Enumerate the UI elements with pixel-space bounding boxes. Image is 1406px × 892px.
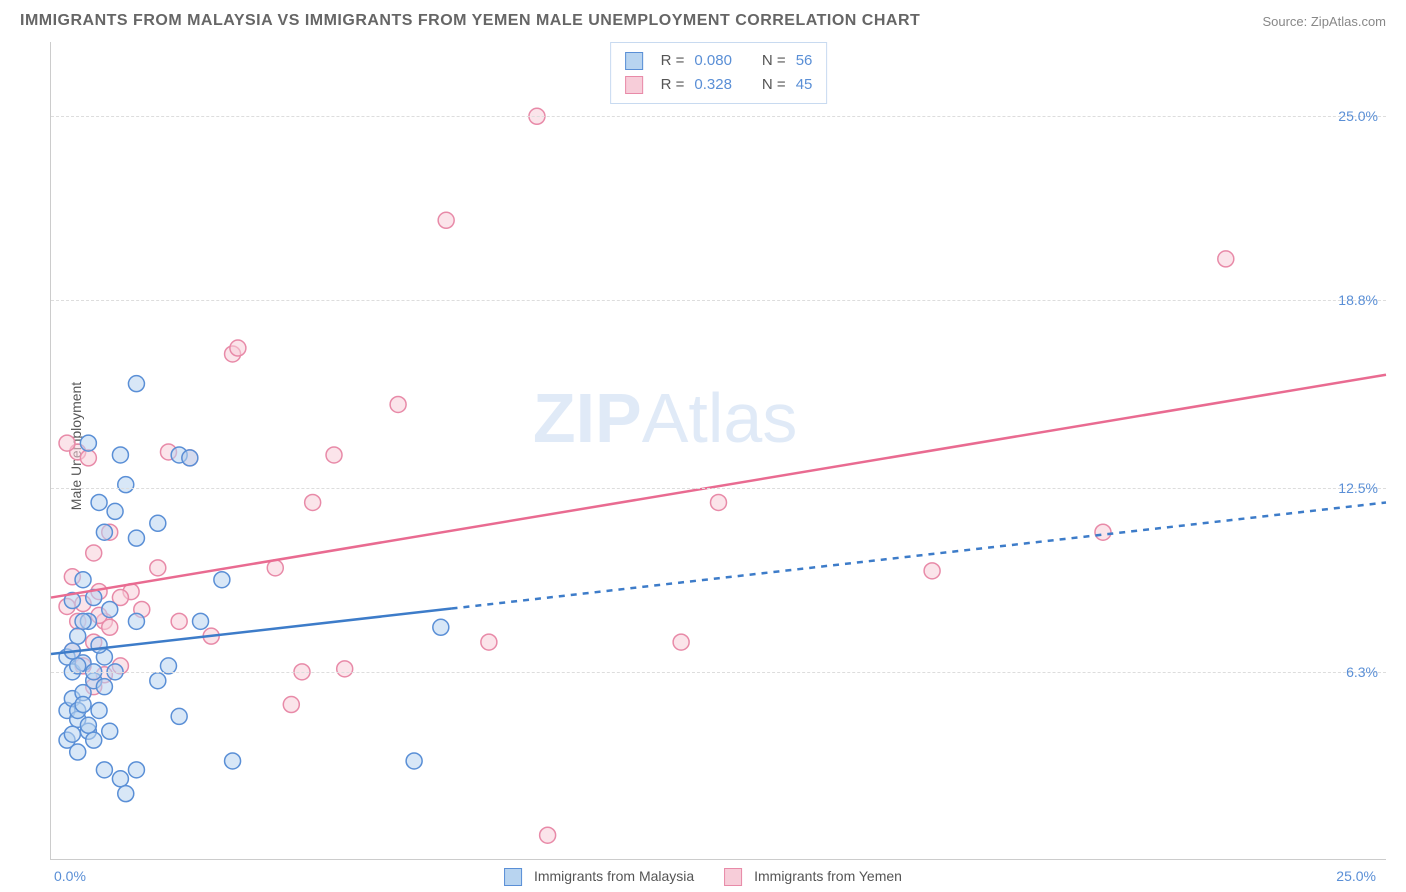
gridline [51, 488, 1386, 489]
y-tick-label: 18.8% [1338, 292, 1378, 308]
series-legend: Immigrants from Malaysia Immigrants from… [504, 868, 902, 886]
stats-legend-row-yemen: R = 0.328 N = 45 [625, 73, 813, 97]
stats-legend-row-malaysia: R = 0.080 N = 56 [625, 49, 813, 73]
y-tick-label: 12.5% [1338, 480, 1378, 496]
swatch-malaysia [625, 52, 643, 70]
gridline [51, 672, 1386, 673]
y-tick-label: 6.3% [1346, 664, 1378, 680]
x-axis-max-label: 25.0% [1336, 868, 1376, 884]
stats-legend: R = 0.080 N = 56 R = 0.328 N = 45 [610, 42, 828, 104]
chart-header: IMMIGRANTS FROM MALAYSIA VS IMMIGRANTS F… [0, 0, 1406, 42]
gridline [51, 116, 1386, 117]
source-attribution: Source: ZipAtlas.com [1262, 14, 1386, 29]
legend-swatch-malaysia [504, 868, 522, 886]
chart-plot-area: ZIPAtlas R = 0.080 N = 56 R = 0.328 N = … [50, 42, 1386, 860]
x-axis-min-label: 0.0% [54, 868, 86, 884]
legend-item-yemen: Immigrants from Yemen [724, 868, 902, 886]
legend-item-malaysia: Immigrants from Malaysia [504, 868, 694, 886]
scatter-plot-svg [51, 42, 1386, 859]
gridline [51, 300, 1386, 301]
chart-title: IMMIGRANTS FROM MALAYSIA VS IMMIGRANTS F… [20, 12, 920, 30]
swatch-yemen [625, 76, 643, 94]
y-tick-label: 25.0% [1338, 108, 1378, 124]
legend-swatch-yemen [724, 868, 742, 886]
